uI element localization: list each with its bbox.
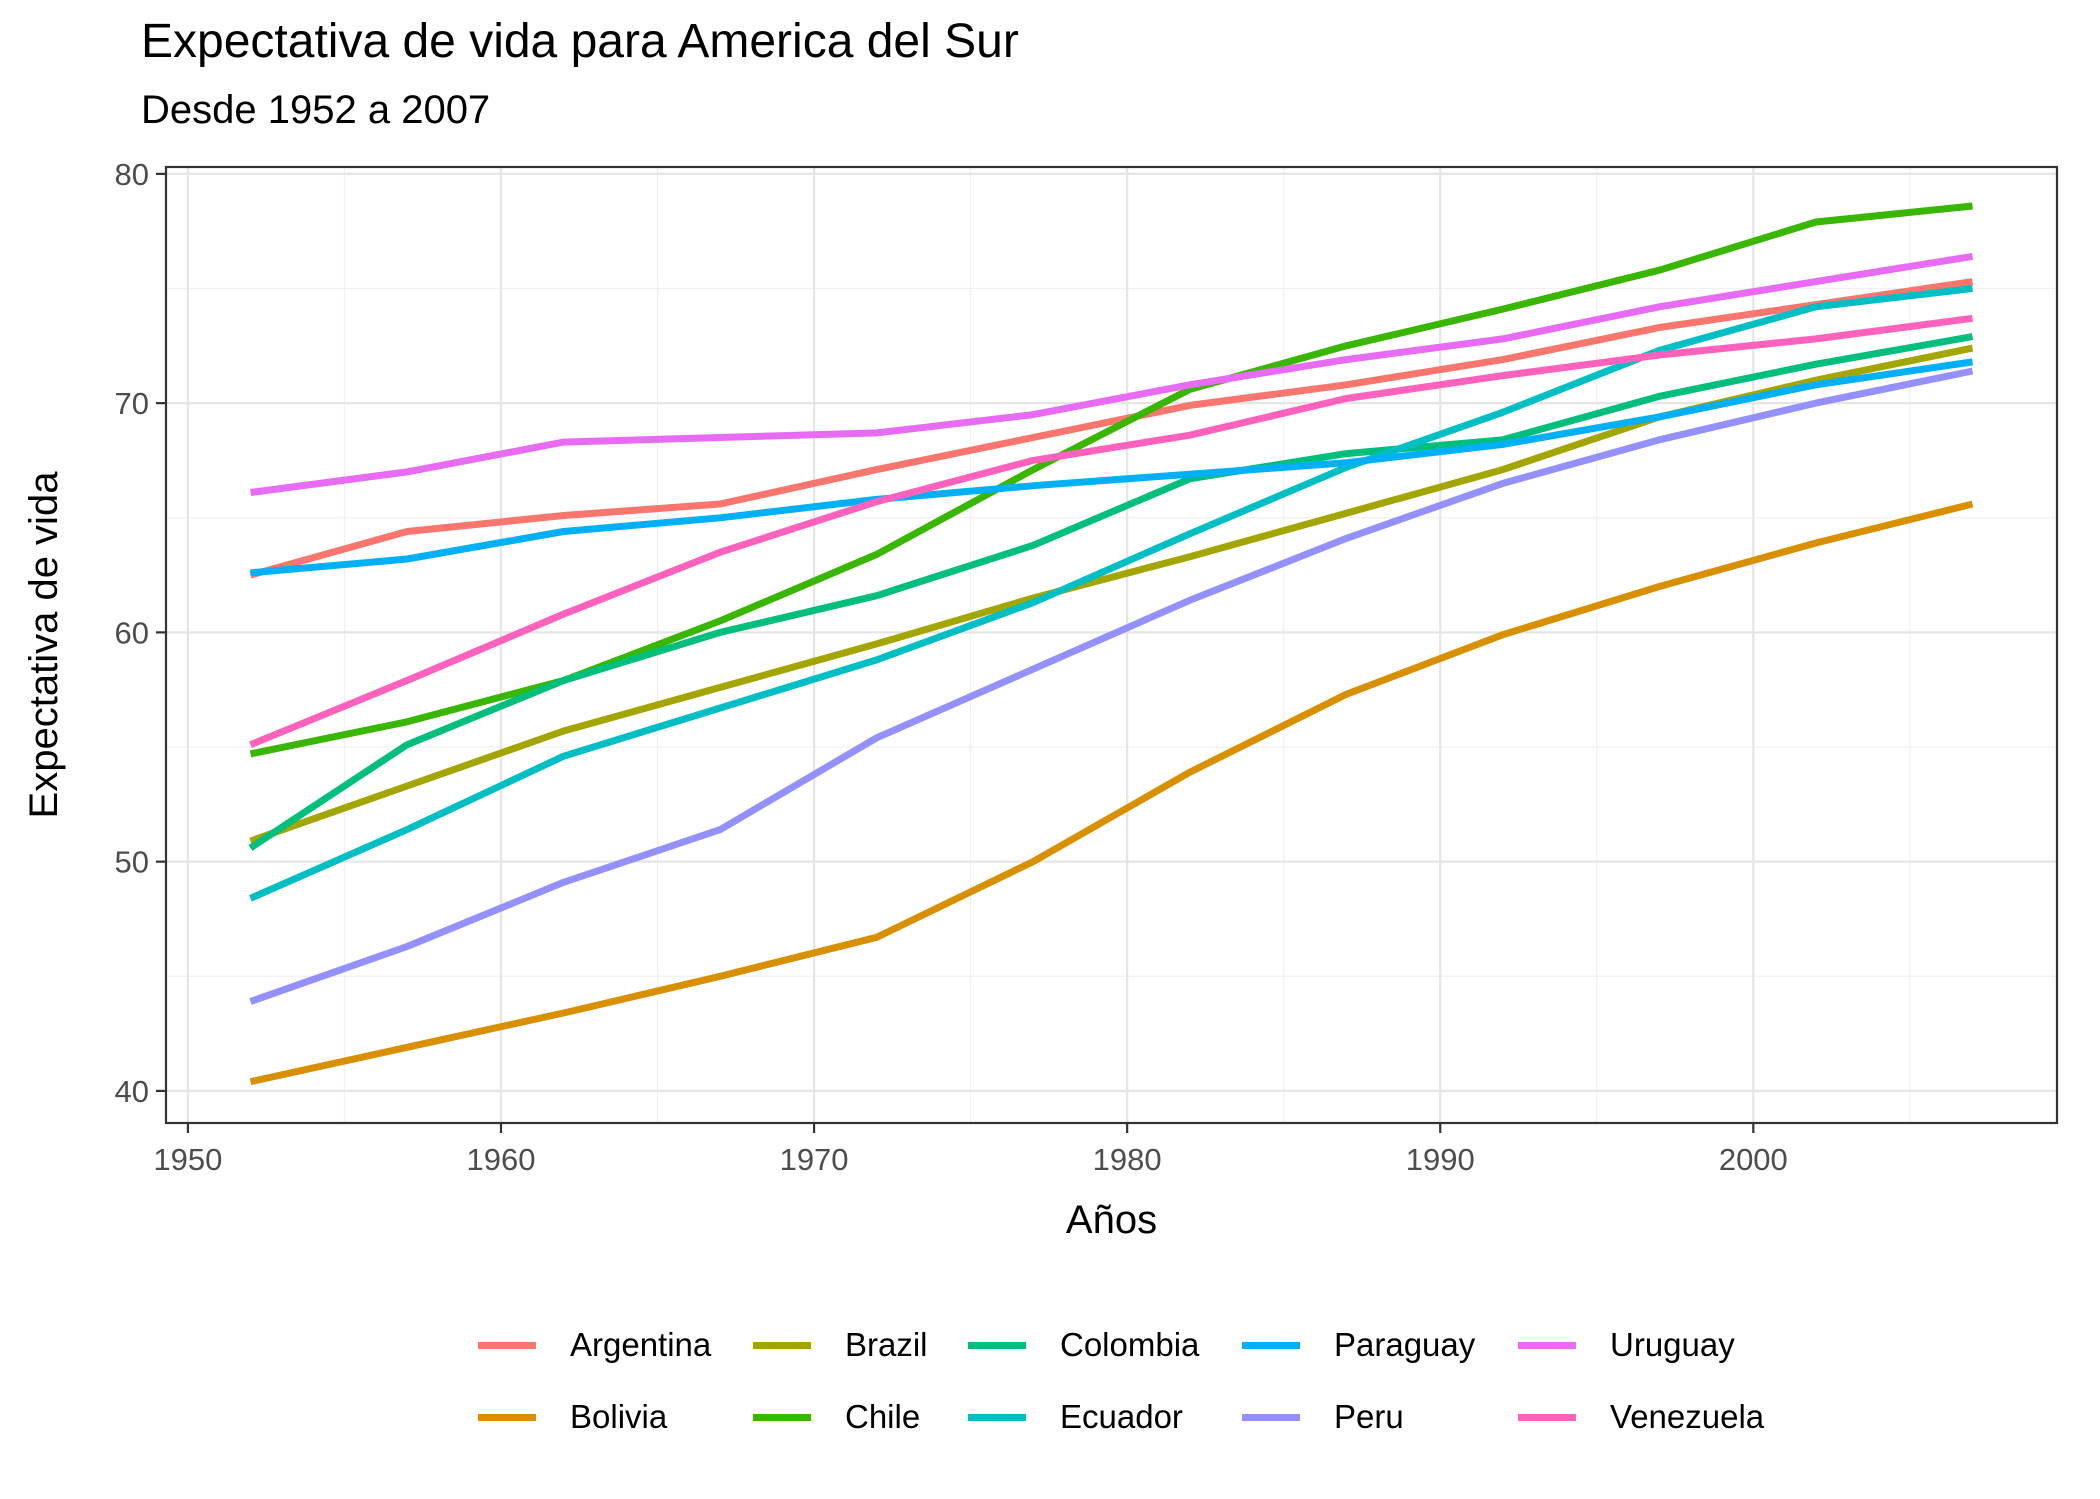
legend-label: Chile bbox=[845, 1398, 921, 1435]
series-lines bbox=[248, 202, 1974, 1086]
legend-key bbox=[1518, 1341, 1576, 1349]
series-line-argentina bbox=[249, 278, 1974, 579]
legend-key bbox=[1518, 1413, 1576, 1421]
legend-key bbox=[968, 1413, 1026, 1421]
legend-item-argentina: Argentina bbox=[478, 1315, 711, 1375]
series-line-chile bbox=[249, 202, 1973, 758]
x-tick-label: 1980 bbox=[1093, 1142, 1162, 1177]
legend-label: Venezuela bbox=[1610, 1398, 1765, 1435]
legend-item-brazil: Brazil bbox=[753, 1315, 928, 1375]
legend-key bbox=[753, 1413, 811, 1421]
legend-key bbox=[753, 1341, 811, 1349]
series-line-uruguay bbox=[250, 252, 1974, 496]
y-axis-title: Expectativa de vida bbox=[22, 471, 66, 819]
y-tick-label: 70 bbox=[115, 386, 149, 421]
chart-subtitle: Desde 1952 a 2007 bbox=[141, 88, 491, 132]
series-line-venezuela bbox=[249, 314, 1973, 748]
legend-item-uruguay: Uruguay bbox=[1518, 1315, 1735, 1375]
legend-item-colombia: Colombia bbox=[968, 1315, 1199, 1375]
legend-key bbox=[1242, 1413, 1300, 1421]
x-tick-label: 1960 bbox=[467, 1142, 536, 1177]
legend-key bbox=[478, 1413, 536, 1421]
x-tick-label: 2000 bbox=[1719, 1142, 1788, 1177]
legend-key bbox=[968, 1341, 1026, 1349]
y-tick-label: 80 bbox=[115, 157, 149, 192]
legend: Argentina Bolivia Brazil Chile Colombia Ecuad… bbox=[478, 1315, 1778, 1465]
x-tick-label: 1990 bbox=[1406, 1142, 1475, 1177]
legend-label: Paraguay bbox=[1334, 1326, 1476, 1363]
series-line-colombia bbox=[248, 333, 1974, 851]
legend-label: Peru bbox=[1334, 1398, 1404, 1435]
legend-item-ecuador: Ecuador bbox=[968, 1387, 1183, 1447]
legend-label: Argentina bbox=[570, 1326, 712, 1363]
chart-title: Expectativa de vida para America del Sur bbox=[141, 15, 1019, 68]
legend-label: Brazil bbox=[845, 1326, 928, 1363]
x-tick-label: 1970 bbox=[780, 1142, 849, 1177]
legend-key bbox=[478, 1341, 536, 1349]
legend-item-peru: Peru bbox=[1242, 1387, 1404, 1447]
series-line-ecuador bbox=[249, 285, 1973, 902]
series-line-bolivia bbox=[249, 500, 1974, 1086]
series-line-peru bbox=[249, 367, 1974, 1005]
legend-label: Colombia bbox=[1060, 1326, 1200, 1363]
y-tick-label: 50 bbox=[115, 845, 149, 880]
y-axis-ticks: 40 50 60 70 80 bbox=[115, 157, 166, 1109]
legend-key bbox=[1242, 1341, 1300, 1349]
y-tick-label: 60 bbox=[115, 615, 149, 650]
legend-item-paraguay: Paraguay bbox=[1242, 1315, 1475, 1375]
series-line-paraguay bbox=[250, 358, 1974, 577]
legend-item-chile: Chile bbox=[753, 1387, 920, 1447]
x-axis-ticks: 1950 1960 1970 1980 1990 2000 bbox=[153, 1123, 1788, 1177]
plot-panel-border bbox=[164, 165, 2059, 1125]
legend-label: Bolivia bbox=[570, 1398, 668, 1435]
legend-label: Uruguay bbox=[1610, 1326, 1735, 1363]
legend-label: Ecuador bbox=[1060, 1398, 1183, 1435]
x-axis-title: Años bbox=[1066, 1198, 1157, 1242]
x-tick-label: 1950 bbox=[153, 1142, 222, 1177]
legend-item-bolivia: Bolivia bbox=[478, 1387, 667, 1447]
legend-item-venezuela: Venezuela bbox=[1518, 1387, 1764, 1447]
y-tick-label: 40 bbox=[115, 1074, 149, 1109]
